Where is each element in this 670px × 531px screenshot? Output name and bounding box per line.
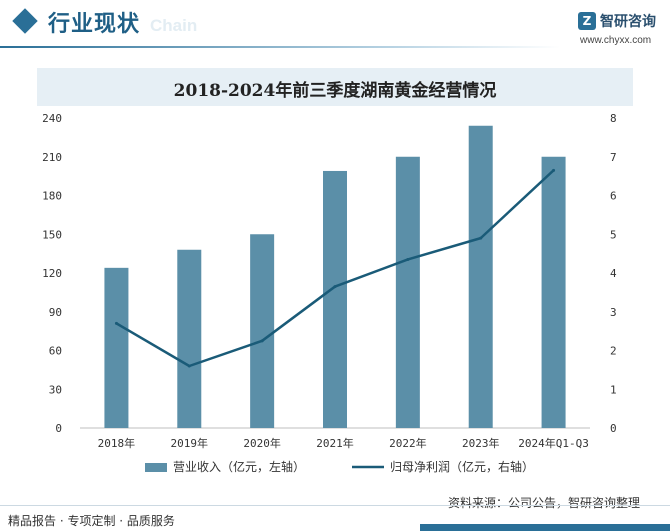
footer-divider [0,505,670,506]
chart-title-band: 2018-2024年前三季度湖南黄金经营情况 [37,68,633,106]
line-point-net-profit [479,236,483,240]
x-tick-label: 2021年 [316,436,354,450]
y-left-tick-label: 90 [49,306,62,319]
header-title: 行业现状 [48,12,141,37]
line-point-net-profit [333,285,337,289]
bar-revenue [395,156,420,428]
y-right-tick-label: 6 [610,190,617,203]
x-tick-label: 2018年 [98,436,136,450]
legend-label-net-profit: 归母净利润（亿元，右轴） [390,459,534,474]
footer: 精品报告 · 专项定制 · 品质服务 [0,505,670,531]
legend-swatch-revenue [145,463,167,472]
x-tick-label: 2020年 [243,436,281,450]
bar-revenue [177,249,202,428]
logo-icon: Z [578,12,596,30]
line-point-net-profit [114,321,118,325]
y-right-tick-label: 3 [610,306,617,319]
header: Chain 行业现状 Z 智研咨询 www.chyxx.com [0,0,670,52]
footer-accent-bar [420,524,670,531]
legend-label-revenue: 营业收入（亿元，左轴） [173,459,305,474]
y-left-tick-label: 0 [55,422,62,435]
header-watermark: Chain [150,16,198,35]
bar-revenue [541,156,566,428]
line-point-net-profit [187,364,191,368]
x-tick-label: 2019年 [171,436,209,450]
line-point-net-profit [260,339,264,343]
y-left-tick-label: 210 [42,151,62,164]
line-point-net-profit [552,168,556,172]
x-tick-label: 2024年Q1-Q3 [518,436,589,450]
y-left-tick-label: 60 [49,345,62,358]
logo-url: www.chyxx.com [580,35,652,46]
bar-revenue [104,267,129,428]
line-point-net-profit [406,257,410,261]
y-right-tick-label: 7 [610,151,617,164]
bar-revenue [323,170,347,429]
x-tick-label: 2023年 [462,436,500,450]
y-left-tick-label: 30 [49,383,62,396]
x-tick-label: 2022年 [389,436,427,450]
y-left-tick-label: 180 [42,190,62,203]
y-right-tick-label: 8 [610,112,617,125]
bar-revenue [468,125,493,428]
y-left-tick-label: 240 [42,112,62,125]
y-right-tick-label: 2 [610,345,617,358]
y-right-tick-label: 5 [610,228,617,241]
chart-title: 2018-2024年前三季度湖南黄金经营情况 [173,81,497,101]
y-left-tick-label: 150 [42,228,62,241]
y-right-tick-label: 1 [610,383,617,396]
brand-logo: Z 智研咨询 www.chyxx.com [578,10,668,50]
bar-revenue [250,234,275,428]
source-note: 资料来源：公司公告，智研咨询整理 [448,496,641,510]
y-left-tick-label: 120 [42,267,62,280]
footer-tagline: 精品报告 · 专项定制 · 品质服务 [8,514,175,528]
logo-name: 智研咨询 [600,14,656,30]
y-right-tick-label: 4 [610,267,617,280]
y-right-tick-label: 0 [610,422,617,435]
header-divider [0,46,560,48]
